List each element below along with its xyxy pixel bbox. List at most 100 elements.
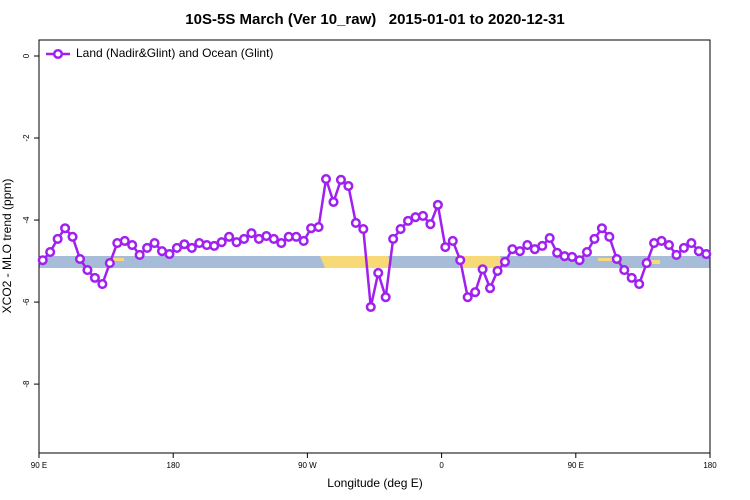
data-point — [574, 255, 585, 266]
x-tick-label: 90 W — [298, 461, 317, 470]
data-point — [619, 265, 630, 276]
data-point — [514, 246, 525, 257]
data-point — [52, 233, 63, 244]
data-point — [477, 264, 488, 275]
data-point — [291, 231, 302, 242]
data-point — [127, 240, 138, 251]
data-point — [380, 292, 391, 303]
data-point — [119, 235, 130, 247]
land-band — [650, 260, 660, 264]
data-point — [462, 292, 473, 303]
data-point — [171, 242, 182, 253]
data-point — [537, 240, 548, 251]
data-point — [686, 237, 697, 249]
data-point — [492, 265, 503, 276]
data-point — [149, 237, 160, 249]
data-point — [74, 253, 86, 265]
data-point — [313, 221, 324, 233]
data-point — [395, 224, 406, 235]
data-point — [45, 246, 56, 258]
land-band — [110, 258, 124, 261]
data-point — [350, 217, 361, 228]
data-point — [238, 233, 250, 244]
x-tick-label: 0 — [439, 461, 444, 470]
data-point — [522, 240, 533, 251]
data-point — [365, 301, 376, 313]
data-point — [447, 235, 458, 247]
land-band — [320, 256, 392, 268]
series-line — [41, 177, 707, 308]
y-tick-label: -6 — [22, 298, 31, 306]
data-point — [589, 233, 600, 244]
data-point — [246, 228, 257, 239]
data-point — [470, 287, 481, 298]
data-point — [60, 223, 71, 234]
x-axis-label: Longitude (deg E) — [327, 476, 422, 490]
data-point — [142, 242, 153, 253]
data-point — [37, 255, 48, 266]
data-point — [403, 215, 414, 226]
land-band — [456, 256, 503, 268]
y-axis-label: XCO2 - MLO trend (ppm) — [0, 179, 14, 314]
data-point — [164, 249, 175, 260]
x-tick-label: 90 E — [568, 461, 584, 470]
legend-label: Land (Nadir&Glint) and Ocean (Glint) — [76, 46, 273, 60]
data-point — [388, 233, 399, 244]
data-point — [179, 239, 190, 250]
x-tick-label: 180 — [703, 461, 717, 470]
x-tick-label: 180 — [167, 461, 181, 470]
data-point — [455, 255, 466, 266]
data-point — [89, 272, 100, 283]
data-point — [104, 258, 115, 269]
data-point — [671, 249, 682, 260]
data-point — [440, 242, 451, 253]
data-point — [268, 233, 279, 244]
data-point — [581, 246, 593, 258]
data-point — [276, 237, 287, 249]
data-point — [67, 231, 78, 242]
data-point — [596, 223, 607, 234]
data-point — [641, 258, 652, 269]
data-point — [634, 278, 645, 290]
data-point — [97, 278, 108, 290]
land-mask — [39, 256, 710, 268]
y-tick-label: -4 — [22, 216, 31, 224]
data-point — [544, 233, 555, 244]
data-point — [499, 256, 511, 267]
chart-title: 10S-5S March (Ver 10_raw) 2015-01-01 to … — [185, 11, 564, 28]
data-point — [656, 235, 667, 247]
data-point — [358, 224, 369, 235]
data-point — [343, 180, 354, 192]
data-point — [417, 210, 429, 221]
data-point — [134, 249, 145, 260]
data-point — [604, 231, 615, 242]
data-point — [186, 242, 197, 253]
data-point — [209, 240, 220, 251]
data-point — [485, 283, 496, 294]
legend-marker — [52, 48, 64, 60]
data-point — [626, 272, 637, 283]
data-point — [678, 242, 689, 253]
data-point — [82, 265, 93, 276]
x-tick-label: 90 E — [31, 461, 47, 470]
data-point — [425, 219, 436, 230]
data-point — [701, 249, 712, 260]
plot-frame — [38, 39, 711, 454]
land-band — [598, 258, 612, 261]
data-point — [216, 237, 227, 248]
data-point — [432, 199, 443, 210]
data-point — [335, 174, 347, 185]
plot: 0 -2 -4 -6 -8 90 E 180 90 W 0 90 E 180 Land (Nadir&… — [22, 46, 717, 470]
y-tick-label: -2 — [22, 134, 31, 142]
data-point — [663, 240, 675, 251]
y-tick-label: 0 — [22, 53, 31, 58]
data-point — [320, 173, 332, 185]
data-point — [611, 253, 622, 265]
data-point — [373, 267, 384, 279]
y-tick-label: -8 — [22, 380, 31, 388]
data-point — [298, 235, 309, 247]
data-point — [328, 196, 339, 208]
data-point — [224, 231, 235, 242]
